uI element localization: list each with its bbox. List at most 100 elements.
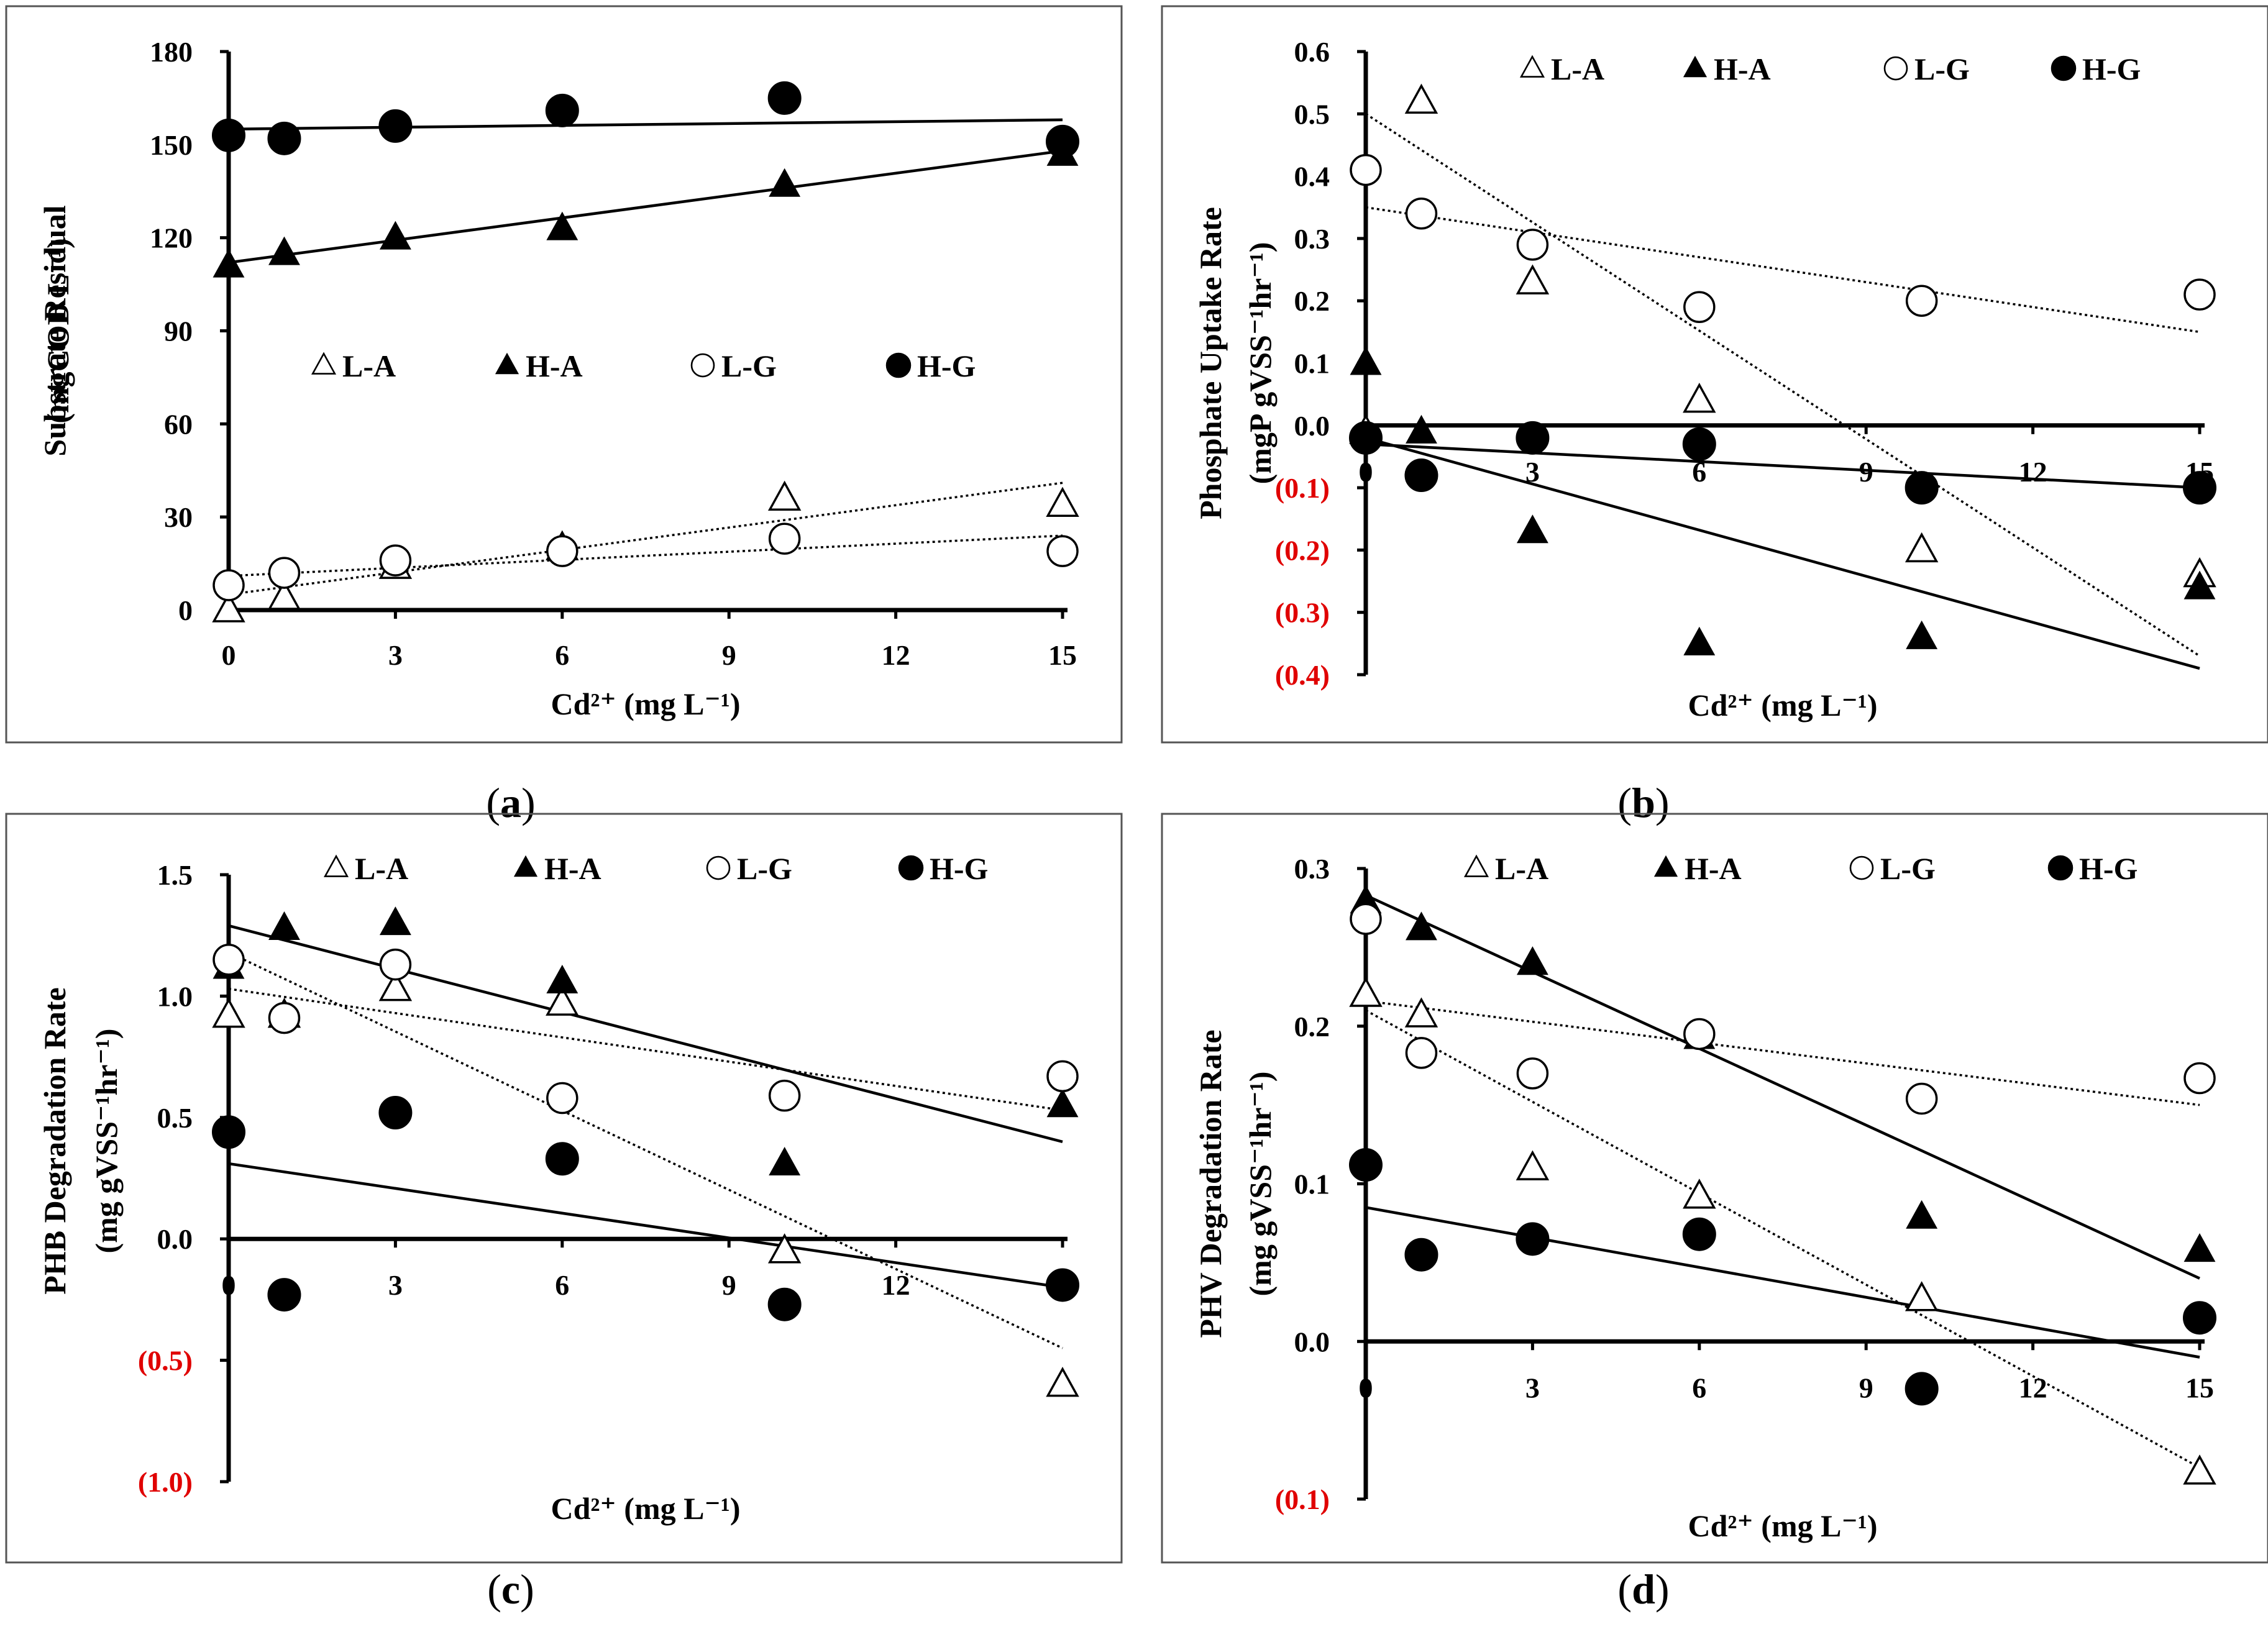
point-H-G — [767, 81, 802, 115]
x-tick-label: 9 — [722, 639, 736, 671]
point-L-G — [2183, 1062, 2216, 1095]
y-axis-title: Phosphate Uptake Rate — [1193, 207, 1228, 519]
legend-marker-shape — [706, 855, 731, 880]
point-L-A — [1904, 532, 1939, 563]
point-L-G — [1350, 903, 1382, 935]
x-axis-title: Cd²⁺ (mg L⁻¹) — [1688, 1508, 1878, 1543]
point-H-G — [1682, 427, 1716, 461]
point-L-G — [213, 944, 245, 976]
legend-entry-L-A: L-A — [311, 349, 396, 383]
point-L-G — [213, 569, 245, 601]
series-L-G — [1350, 153, 2216, 323]
point-L-A — [1683, 1179, 1716, 1209]
point-H-G — [1046, 1268, 1079, 1302]
point-H-A — [1406, 414, 1437, 444]
trendline-L-A — [1365, 112, 2200, 657]
legend-marker — [1519, 55, 1545, 78]
point-H-A — [213, 249, 245, 278]
point-H-A — [769, 168, 801, 197]
y-tick-label: 0.1 — [1294, 1169, 1330, 1200]
series-L-A — [1349, 977, 2216, 1485]
point-L-G — [2183, 278, 2216, 311]
point-H-A — [1516, 946, 1548, 975]
y-tick-label: 0.2 — [1294, 1011, 1330, 1042]
point-H-G — [378, 109, 413, 143]
x-tick-label: 3 — [1525, 1372, 1540, 1403]
trendline-L-G — [1365, 1000, 2200, 1106]
point-H-G — [1404, 1238, 1438, 1272]
x-tick-label: 0 — [1359, 456, 1373, 488]
point-H-A — [769, 1146, 801, 1176]
y-tick-label: 60 — [164, 408, 193, 440]
y-tick-label: 0.0 — [157, 1223, 193, 1255]
trendline-H-G — [228, 1162, 1063, 1289]
trendline-H-G — [1365, 1206, 2200, 1359]
panel-frame — [1161, 5, 2268, 744]
legend-marker-shape — [323, 854, 349, 877]
legend-entry-L-G: L-G — [1849, 851, 1936, 886]
x-tick-label: 12 — [2019, 456, 2047, 488]
legend-marker — [1683, 55, 1708, 78]
legend-entry-H-A: H-A — [495, 349, 583, 383]
legend-label: H-G — [2079, 851, 2138, 886]
legend-entry-H-A: H-A — [513, 851, 601, 886]
point-H-A — [546, 211, 578, 240]
legend-label: L-G — [1880, 851, 1936, 886]
point-H-G — [1682, 1217, 1716, 1251]
x-axis-title: Cd²⁺ (mg L⁻¹) — [1688, 688, 1878, 723]
series-H-A — [1350, 346, 2216, 655]
legend-entry-H-G: H-G — [885, 349, 976, 383]
point-L-A — [767, 480, 802, 511]
point-L-G — [268, 557, 301, 589]
x-tick-label: 6 — [1692, 456, 1706, 488]
x-tick-label: 6 — [555, 639, 569, 671]
legend-label: L-G — [737, 851, 792, 886]
series-H-A — [213, 906, 1079, 1176]
point-H-A — [2183, 1233, 2216, 1262]
point-H-A — [1683, 626, 1716, 655]
y-tick-label: 90 — [164, 316, 193, 347]
point-L-G — [1516, 229, 1549, 261]
legend-label: H-A — [526, 349, 583, 383]
legend-label: L-A — [1495, 851, 1548, 886]
point-H-A — [546, 964, 578, 993]
y-axis-title: Substrate Residual — [37, 205, 72, 456]
series-H-G — [212, 1095, 1079, 1321]
point-L-A — [767, 1233, 802, 1264]
legend-entry-H-G: H-G — [2051, 52, 2141, 86]
series-L-G — [213, 522, 1079, 601]
point-L-G — [1046, 1060, 1079, 1093]
x-axis-title: Cd²⁺ (mg L⁻¹) — [551, 1491, 741, 1526]
series-H-G — [1349, 421, 2216, 505]
legend-entry-H-A: H-A — [1653, 851, 1742, 886]
x-tick-label: 0 — [222, 639, 236, 671]
point-L-G — [768, 1079, 801, 1112]
point-L-G — [1350, 153, 1382, 186]
legend-entry-H-A: H-A — [1683, 52, 1771, 86]
point-H-A — [1906, 620, 1938, 649]
x-axis-title: Cd²⁺ (mg L⁻¹) — [551, 686, 741, 721]
series-H-G — [212, 81, 1079, 158]
y-tick-label: 0.4 — [1294, 161, 1330, 193]
legend-marker-shape — [1653, 855, 1678, 877]
x-tick-label: 3 — [388, 639, 403, 671]
point-L-G — [768, 522, 801, 555]
legend-label: L-A — [355, 851, 408, 886]
x-tick-label: 9 — [722, 1269, 736, 1301]
legend-marker — [1463, 854, 1489, 877]
legend-marker-shape — [311, 352, 337, 375]
point-L-G — [1405, 198, 1438, 230]
point-L-A — [546, 985, 579, 1016]
caption-c: (c) — [487, 1566, 534, 1613]
y-tick-label: 1.5 — [157, 859, 193, 891]
point-H-G — [1404, 458, 1438, 493]
legend-marker-shape — [1849, 855, 1874, 880]
trendline-H-A — [1365, 436, 2200, 670]
point-L-A — [1404, 83, 1438, 114]
y-tick-label: 0.0 — [1294, 410, 1330, 442]
point-L-A — [1516, 264, 1550, 294]
point-H-G — [1516, 1222, 1550, 1256]
point-L-A — [378, 971, 413, 1001]
y-tick-label: 120 — [150, 222, 193, 254]
